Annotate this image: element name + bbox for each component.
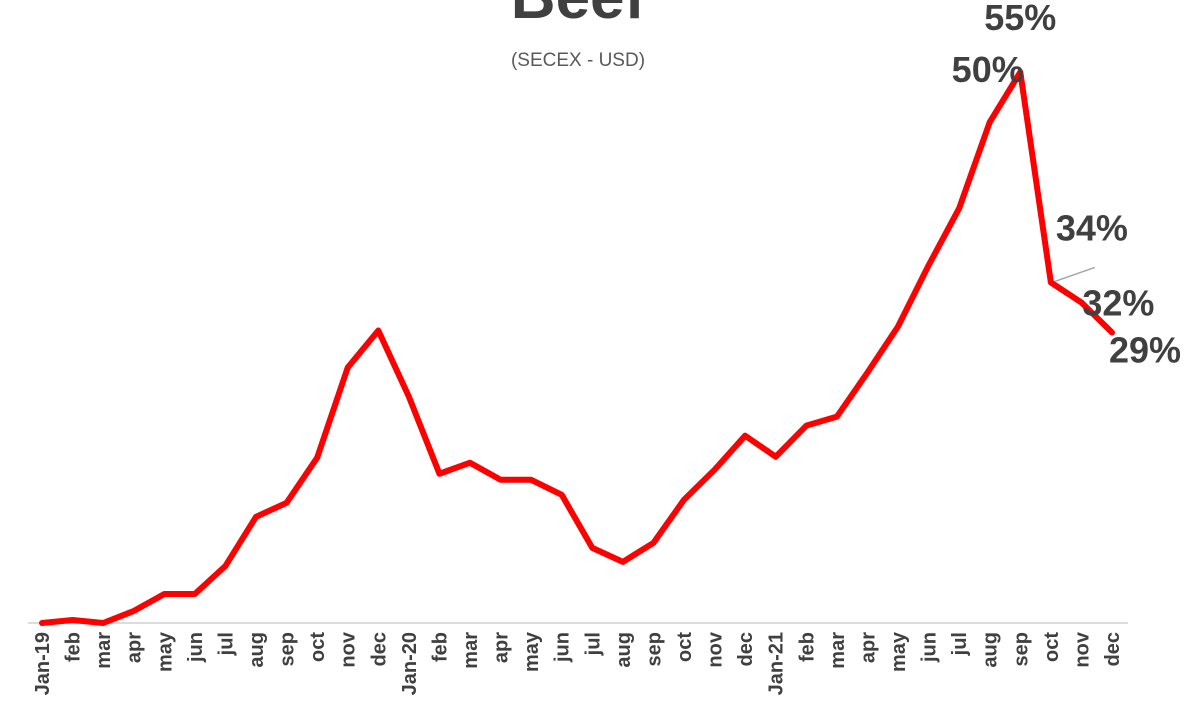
x-tick-label: jun bbox=[552, 632, 574, 663]
x-tick-label: Jan-19 bbox=[32, 632, 54, 695]
x-tick-label: dec bbox=[1102, 632, 1124, 666]
x-tick-label: apr bbox=[857, 632, 879, 663]
x-tick-label: dec bbox=[368, 632, 390, 666]
data-label: 50% bbox=[952, 49, 1024, 90]
x-tick-label: jul bbox=[582, 632, 604, 656]
chart-subtitle: (SECEX - USD) bbox=[511, 50, 645, 71]
x-tick-label: may bbox=[888, 631, 910, 672]
x-tick-label: feb bbox=[796, 632, 818, 662]
x-tick-label: feb bbox=[429, 632, 451, 662]
data-label: 34% bbox=[1056, 207, 1128, 248]
x-tick-label: may bbox=[521, 631, 543, 672]
x-tick-label: nov bbox=[1071, 631, 1093, 667]
x-tick-label: jul bbox=[949, 632, 971, 656]
x-tick-label: mar bbox=[93, 632, 115, 669]
x-tick-label: feb bbox=[63, 632, 85, 662]
x-tick-label: oct bbox=[307, 632, 329, 662]
x-tick-label: nov bbox=[705, 631, 727, 667]
data-label: 29% bbox=[1109, 330, 1181, 371]
x-tick-label: apr bbox=[491, 632, 513, 663]
x-tick-label: Jan-20 bbox=[399, 632, 421, 695]
x-tick-label: nov bbox=[338, 631, 360, 667]
x-tick-label: jul bbox=[215, 632, 237, 656]
x-tick-label: jun bbox=[919, 632, 941, 663]
x-tick-label: Jan-21 bbox=[766, 632, 788, 695]
leader-line bbox=[1054, 266, 1096, 283]
x-tick-label: oct bbox=[674, 632, 696, 662]
x-tick-label: jun bbox=[185, 632, 207, 663]
line bbox=[39, 69, 1115, 626]
x-tick-label: oct bbox=[1041, 632, 1063, 662]
data-label: 32% bbox=[1082, 282, 1154, 323]
x-tick-label: sep bbox=[643, 632, 665, 666]
x-tick-label: sep bbox=[1010, 632, 1032, 666]
data-label: 55% bbox=[984, 0, 1056, 38]
chart-title: Beef bbox=[511, 0, 646, 32]
x-tick-label: apr bbox=[124, 632, 146, 663]
x-tick-label: aug bbox=[246, 632, 268, 668]
x-tick-label: dec bbox=[735, 632, 757, 666]
x-tick-label: may bbox=[154, 631, 176, 672]
x-tick-label: aug bbox=[613, 632, 635, 668]
x-tick-label: aug bbox=[980, 632, 1002, 668]
x-tick-label: mar bbox=[827, 632, 849, 669]
x-tick-label: mar bbox=[460, 632, 482, 669]
x-tick-label: sep bbox=[277, 632, 299, 666]
